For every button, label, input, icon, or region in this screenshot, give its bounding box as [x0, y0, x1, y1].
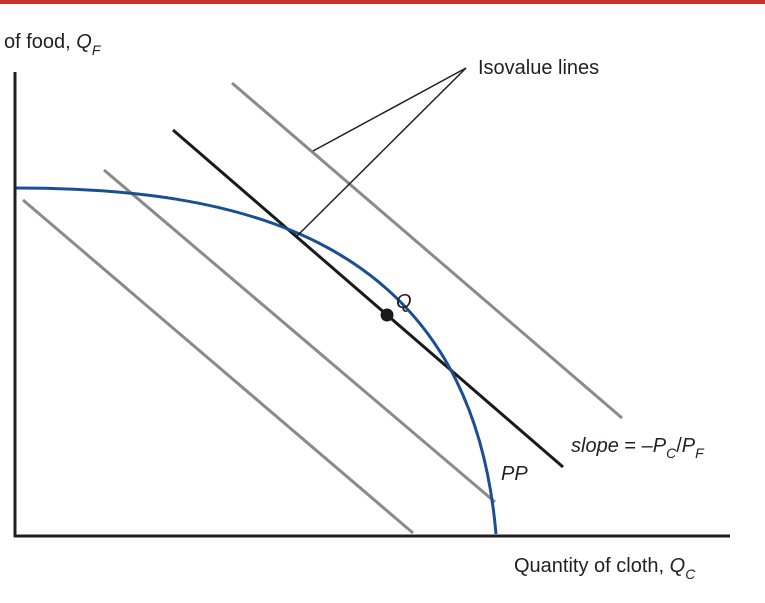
point-q-marker [380, 308, 394, 322]
isovalue-line-upper [231, 81, 623, 420]
isovalue-lines-label: Isovalue lines [478, 57, 599, 79]
production-possibility-frontier [14, 186, 498, 535]
top-rule [0, 0, 765, 4]
isovalue-pointer-tangent [295, 67, 467, 238]
isovalue-pointer-upper [312, 67, 467, 152]
tangent-isovalue-line [172, 128, 564, 469]
isovalue-line-middle [103, 168, 496, 504]
point-q-label: Q [396, 291, 412, 313]
x-axis-label: Quantity of cloth, QC [514, 555, 696, 582]
frontier-label: PP [501, 463, 528, 485]
y-axis-label: of food, QF [4, 31, 102, 58]
slope-label: slope = –PC/PF [571, 435, 705, 461]
isovalue-line-lower [22, 198, 414, 535]
